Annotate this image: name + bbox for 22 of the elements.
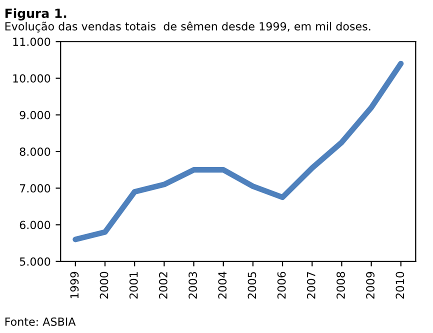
chart-title: Figura 1.	[5, 8, 66, 21]
x-tick-label: 2005	[248, 272, 256, 299]
chart-subtitle: Evolução das vendas totais de sêmen desde 1999, em mil doses.	[5, 21, 370, 33]
x-tick-label: 2008	[336, 272, 345, 299]
x-tick-label: 2009	[366, 272, 375, 299]
y-tick-label: 11.000	[13, 38, 50, 46]
x-tick-label: 2003	[188, 272, 197, 299]
x-tick-label: 2002	[159, 272, 168, 299]
y-tick-label: 8.000	[20, 147, 50, 156]
x-tick-label: 2000	[100, 272, 108, 299]
x-tick-label: 2010	[396, 272, 404, 299]
x-tick-label: 1999	[70, 272, 79, 298]
x-tick-label: 2004	[218, 272, 227, 299]
x-tick-label: 2001	[129, 272, 138, 299]
y-tick-label: 10.000	[13, 74, 50, 83]
source-note: Fonte: ASBIA	[5, 317, 76, 326]
x-tick-label: 2007	[306, 272, 316, 299]
y-tick-label: 6.000	[20, 220, 50, 230]
y-tick-label: 7.000	[20, 184, 50, 193]
y-tick-label: 9.000	[20, 110, 50, 120]
x-tick-label: 2006	[277, 272, 286, 299]
y-tick-label: 5.000	[20, 257, 50, 266]
